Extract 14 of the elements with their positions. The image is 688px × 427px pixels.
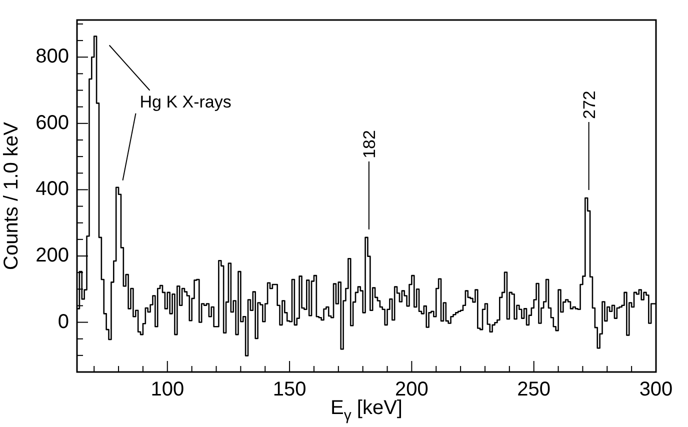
annotation: Hg K X-rays: [140, 92, 232, 112]
x-tick-label: 300: [639, 378, 673, 401]
x-tick-label: 200: [395, 378, 428, 401]
y-tick-label: 400: [36, 178, 69, 200]
x-tick-label: 150: [272, 378, 306, 401]
x-tick-label: 100: [150, 378, 184, 401]
y-tick-label: 800: [36, 46, 69, 68]
annotation: 182: [360, 130, 379, 158]
annotation: 272: [580, 90, 599, 119]
x-tick-label: 250: [517, 378, 551, 401]
y-tick-label: 200: [36, 244, 69, 267]
y-tick-label: 0: [58, 310, 69, 333]
y-axis-title: Counts / 1.0 keV: [0, 121, 23, 270]
y-tick-label: 600: [36, 112, 69, 134]
